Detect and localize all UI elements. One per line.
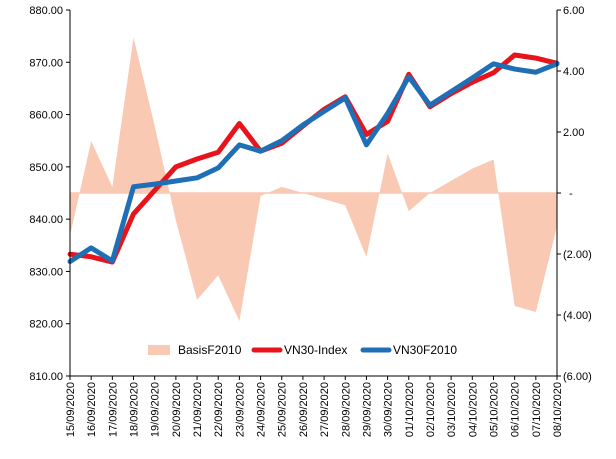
right-tick-label: (4.00)	[563, 310, 592, 322]
x-tick-label: 03/10/2020	[446, 382, 458, 437]
x-tick-label: 02/10/2020	[425, 382, 437, 437]
right-tick-label: 6.00	[563, 5, 584, 17]
right-tick-label: 4.00	[563, 66, 584, 78]
x-tick-label: 20/09/2020	[171, 382, 183, 437]
x-tick-label: 23/09/2020	[234, 382, 246, 437]
left-tick-label: 820.00	[29, 319, 63, 331]
x-tick-label: 15/09/2020	[65, 382, 77, 437]
x-tick-label: 30/09/2020	[383, 382, 395, 437]
x-tick-label: 04/10/2020	[467, 382, 479, 437]
x-tick-label: 24/09/2020	[256, 382, 268, 437]
x-tick-label: 25/09/2020	[277, 382, 289, 437]
x-tick-label: 16/09/2020	[86, 382, 98, 437]
x-tick-label: 26/09/2020	[298, 382, 310, 437]
x-tick-label: 08/10/2020	[552, 382, 564, 437]
right-tick-label: (2.00)	[563, 249, 592, 261]
x-tick-label: 27/09/2020	[319, 382, 331, 437]
x-tick-label: 18/09/2020	[129, 382, 141, 437]
left-tick-label: 840.00	[29, 214, 63, 226]
x-tick-label: 07/10/2020	[531, 382, 543, 437]
x-tick-label: 05/10/2020	[488, 382, 500, 437]
legend-swatch-basisf2010	[148, 345, 170, 355]
area-layer	[70, 37, 557, 322]
x-tick-label: 22/09/2020	[213, 382, 225, 437]
left-tick-label: 880.00	[29, 5, 63, 17]
left-tick-label: 860.00	[29, 110, 63, 122]
right-tick-label: 2.00	[563, 127, 584, 139]
x-tick-label: 21/09/2020	[192, 382, 204, 437]
x-tick-label: 28/09/2020	[340, 382, 352, 437]
legend-label: VN30F2010	[393, 343, 457, 357]
x-tick-label: 19/09/2020	[150, 382, 162, 437]
legend: BasisF2010 VN30-Index VN30F2010	[148, 343, 457, 357]
line-layer	[67, 52, 560, 265]
legend-label: BasisF2010	[178, 343, 242, 357]
right-tick-label: -	[569, 188, 573, 200]
right-tick-label: (6.00)	[563, 371, 592, 383]
x-tick-label: 06/10/2020	[510, 382, 522, 437]
series-area-basisf2010	[70, 37, 557, 322]
left-tick-label: 850.00	[29, 162, 63, 174]
left-tick-label: 810.00	[29, 371, 63, 383]
axis-layer: 810.00 820.00 830.00 840.00 850.00 860.00 870.…	[29, 5, 591, 437]
left-tick-label: 830.00	[29, 266, 63, 278]
left-tick-label: 870.00	[29, 57, 63, 69]
series-line-vn30f2010	[67, 61, 560, 264]
x-tick-label: 17/09/2020	[107, 382, 119, 437]
x-tick-label: 29/09/2020	[361, 382, 373, 437]
legend-label: VN30-Index	[284, 343, 347, 357]
x-tick-label: 01/10/2020	[404, 382, 416, 437]
